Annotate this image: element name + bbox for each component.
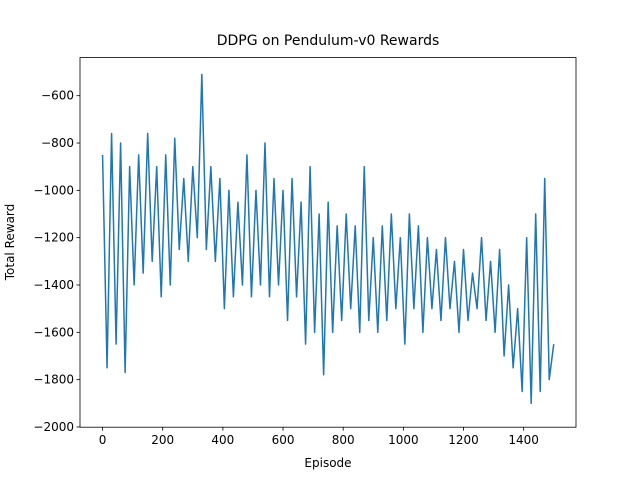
line [101, 73, 555, 405]
x-tick-label: 400 [211, 433, 234, 447]
y-tick-label: −800 [41, 136, 74, 150]
x-tick-label: 1200 [448, 433, 479, 447]
x-tick-label: 800 [332, 433, 355, 447]
y-tick-label: −2000 [33, 420, 74, 434]
y-tick-label: −1600 [33, 325, 74, 339]
chart-title: DDPG on Pendulum-v0 Rewards [217, 33, 440, 49]
x-tick-label: 0 [99, 433, 107, 447]
plot-frame [79, 57, 577, 428]
y-tick-label: −1200 [33, 231, 74, 245]
x-tick-label: 1000 [388, 433, 419, 447]
y-tick-label: −1400 [33, 278, 74, 292]
x-tick-label: 200 [151, 433, 174, 447]
y-tick-label: −600 [41, 89, 74, 103]
x-axis-label: Episode [304, 456, 351, 470]
x-tick-label: 600 [272, 433, 295, 447]
y-axis-label: Total Reward [3, 204, 17, 282]
y-tick-label: −1800 [33, 373, 74, 387]
x-tick-label: 1400 [508, 433, 539, 447]
y-tick-label: −1000 [33, 183, 74, 197]
